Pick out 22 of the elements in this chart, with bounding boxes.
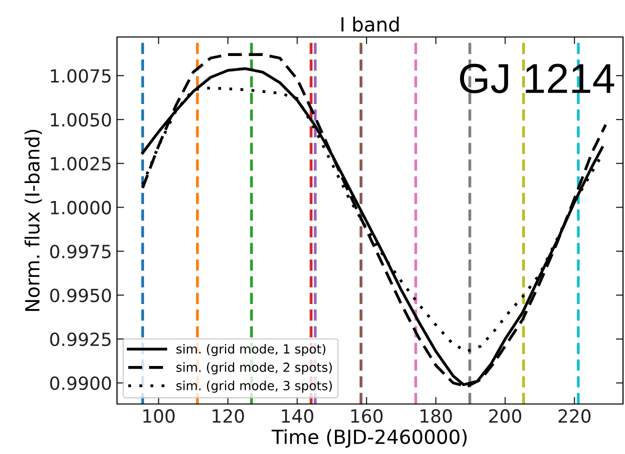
y-tick-label: 1.0000 bbox=[50, 200, 111, 214]
y-axis-title: Norm. flux (I-band) bbox=[24, 130, 42, 311]
chart-title: I band bbox=[341, 16, 399, 32]
legend-label: sim. (grid mode, 2 spots) bbox=[176, 362, 332, 374]
legend-label: sim. (grid mode, 1 spot) bbox=[176, 344, 326, 356]
y-tick-label: 1.0075 bbox=[50, 69, 111, 83]
x-tick-label: 180 bbox=[420, 409, 452, 423]
x-tick-label: 200 bbox=[489, 409, 522, 423]
x-tick-label: 100 bbox=[143, 409, 175, 423]
x-tick-label: 120 bbox=[212, 409, 244, 423]
x-tick-label: 160 bbox=[351, 409, 383, 423]
y-tick-label: 0.9925 bbox=[50, 332, 111, 346]
y-tick-label: 1.0050 bbox=[50, 112, 111, 127]
y-tick-label: 1.0025 bbox=[50, 156, 111, 171]
y-tick-label: 0.9975 bbox=[50, 244, 111, 258]
annotation: GJ 1214 bbox=[460, 64, 614, 94]
x-tick-label: 220 bbox=[558, 409, 591, 423]
legend-label: sim. (grid mode, 3 spots) bbox=[176, 380, 332, 393]
y-tick-label: 0.9900 bbox=[50, 376, 111, 390]
x-axis-title: Time (BJD-2460000) bbox=[272, 429, 467, 448]
x-tick-label: 140 bbox=[282, 409, 314, 423]
y-tick-label: 0.9950 bbox=[50, 288, 111, 302]
